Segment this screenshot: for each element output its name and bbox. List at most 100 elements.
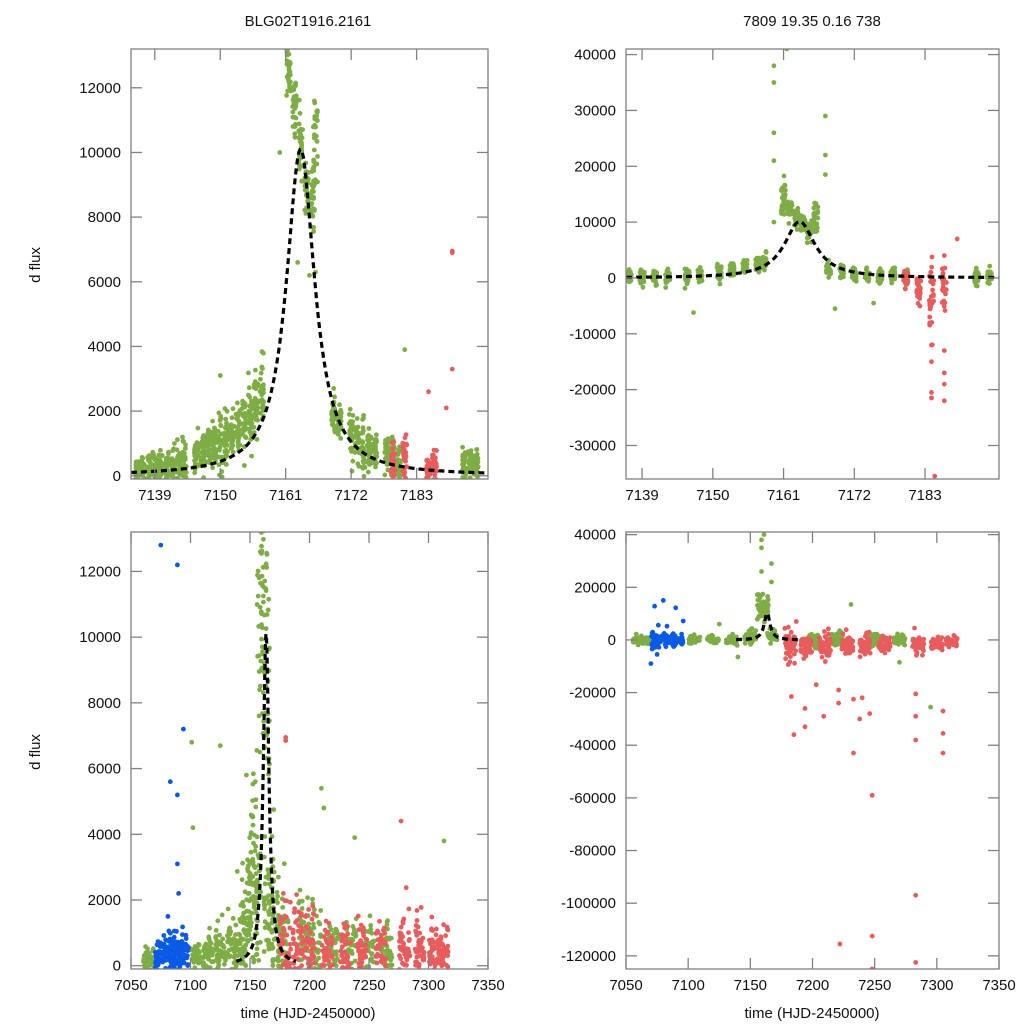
data-point (402, 951, 407, 957)
x-tick-label: 7150 (696, 487, 729, 504)
data-point (729, 262, 735, 267)
data-point (147, 954, 153, 960)
data-point (250, 798, 256, 803)
data-point (438, 936, 444, 942)
data-point (218, 949, 224, 954)
data-point (277, 987, 282, 992)
data-point (385, 947, 391, 953)
data-point (823, 172, 828, 178)
plot-frame (130, 531, 489, 970)
data-point (640, 284, 646, 290)
data-point (783, 656, 788, 661)
data-point (382, 995, 387, 1000)
data-point (166, 480, 171, 485)
data-point (235, 438, 241, 444)
data-point (929, 264, 935, 270)
y-tick-label: 6000 (88, 761, 121, 778)
data-point (172, 441, 177, 446)
data-point (427, 941, 433, 947)
data-point (866, 629, 872, 635)
data-point (151, 453, 157, 458)
data-point (264, 612, 270, 617)
data-point (270, 976, 275, 981)
data-point (294, 942, 299, 947)
data-point (401, 480, 406, 485)
data-point (146, 950, 151, 956)
data-point (365, 469, 371, 475)
data-point (163, 966, 168, 969)
data-point (945, 638, 951, 643)
x-tick-label: 7200 (293, 977, 326, 994)
data-point (139, 459, 145, 465)
data-point (348, 446, 353, 451)
data-point (236, 430, 241, 435)
data-point (685, 278, 691, 284)
data-point (941, 381, 947, 387)
data-point (841, 638, 847, 644)
data-point (383, 456, 388, 461)
data-point (717, 281, 723, 287)
y-tick-label: 10000 (574, 214, 616, 231)
data-point (143, 944, 149, 949)
data-point (384, 970, 389, 975)
data-point (358, 922, 364, 928)
data-point (642, 637, 647, 642)
data-point (259, 349, 265, 355)
data-point (172, 928, 177, 934)
data-point (259, 398, 265, 403)
plot-frame (130, 48, 489, 480)
data-point (149, 959, 155, 965)
data-point (781, 173, 787, 179)
data-point (309, 201, 315, 206)
data-point (217, 970, 222, 975)
data-point (194, 449, 200, 455)
data-point (230, 406, 236, 412)
data-point (902, 642, 908, 648)
data-point (259, 611, 264, 617)
data-point (261, 509, 266, 514)
data-point (242, 424, 248, 429)
data-point (915, 281, 921, 287)
data-point (424, 475, 430, 479)
data-point (921, 636, 927, 642)
chart-title-left: BLG02T1916.2161 (245, 13, 372, 30)
data-point (930, 287, 935, 293)
data-point (251, 424, 257, 430)
data-point (181, 726, 186, 732)
data-point (261, 536, 266, 542)
data-point (779, 205, 785, 211)
data-point (389, 955, 395, 960)
data-point (442, 945, 447, 951)
data-point (246, 385, 252, 391)
data-point (275, 954, 281, 960)
data-point (779, 187, 784, 193)
data-point (175, 437, 180, 443)
panel-top-right: 7139 7150 7161 7172 7183-30000-20000-1000001… (569, 47, 1000, 504)
data-point (311, 159, 317, 165)
data-point (929, 342, 934, 348)
data-point (368, 923, 374, 928)
data-point (337, 424, 343, 430)
data-point (192, 470, 198, 476)
data-point (279, 974, 284, 979)
y-tick-label: 0 (113, 468, 121, 485)
data-point (261, 949, 267, 954)
data-point (302, 955, 308, 960)
data-point (253, 406, 258, 412)
data-point (326, 985, 331, 990)
data-point (843, 627, 849, 633)
data-point (763, 600, 768, 606)
data-point (182, 450, 187, 456)
data-point (287, 925, 293, 931)
data-point (866, 278, 871, 284)
data-point (249, 910, 255, 916)
data-point (341, 921, 347, 927)
data-point (211, 979, 216, 984)
data-point (795, 205, 801, 211)
data-point (351, 931, 356, 937)
data-point (921, 648, 926, 654)
data-point (213, 928, 219, 933)
data-point (180, 455, 186, 460)
data-point (744, 258, 750, 263)
